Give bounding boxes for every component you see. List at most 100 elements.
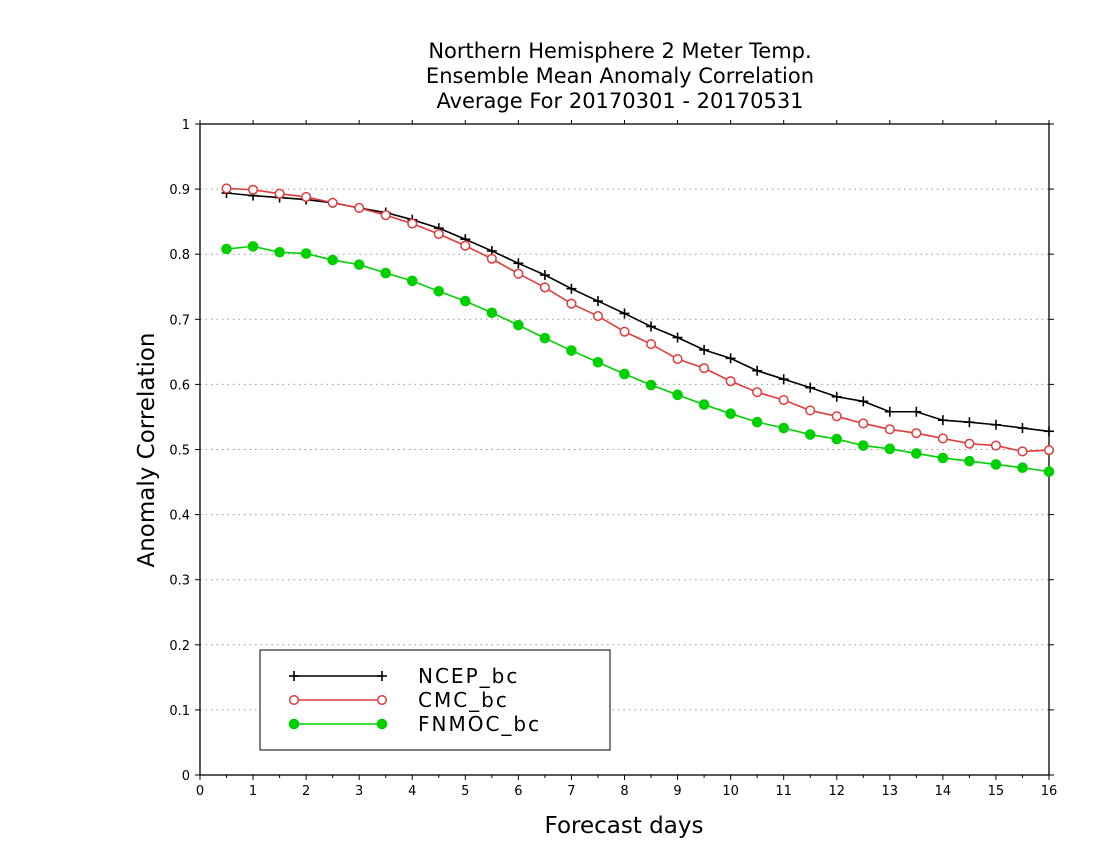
x-tick-label: 12 [828, 784, 845, 799]
data-point [380, 210, 391, 221]
data-point [486, 253, 497, 264]
data-point [486, 307, 498, 319]
y-tick-label: 0.4 [169, 509, 190, 524]
legend-item-NCEP_bc: NCEP_bc [289, 664, 519, 688]
y-tick-label: 0 [182, 769, 190, 784]
data-point [247, 241, 259, 252]
data-point [937, 452, 949, 464]
data-point [248, 184, 259, 195]
data-point [619, 326, 630, 337]
data-point [884, 443, 896, 455]
data-point [990, 419, 1001, 430]
x-tick-label: 9 [673, 784, 681, 799]
data-point [964, 438, 975, 449]
y-axis-label: Anomaly Correlation [134, 332, 160, 567]
data-point [672, 353, 683, 365]
y-tick-label: 0.1 [169, 704, 190, 719]
data-point [857, 440, 869, 451]
data-point [221, 183, 232, 194]
series-line [226, 245, 1050, 473]
data-point [566, 345, 577, 356]
data-point [1044, 426, 1054, 437]
data-point [725, 408, 736, 419]
data-point [1017, 462, 1028, 474]
data-point [752, 365, 763, 376]
legend-marker [288, 694, 300, 706]
data-point [751, 416, 763, 428]
title-line-3: Average For 20170301 - 20170531 [436, 89, 803, 113]
data-point [911, 428, 922, 439]
data-point [406, 275, 418, 287]
data-point [460, 240, 471, 251]
data-point [513, 258, 524, 269]
series-NCEP_bc [221, 188, 1054, 437]
data-point [513, 319, 524, 331]
data-point [698, 399, 710, 410]
x-tick-label: 5 [461, 784, 469, 799]
data-point [1017, 423, 1028, 434]
data-point [380, 267, 392, 279]
data-point [858, 418, 869, 429]
y-tick-label: 1 [182, 118, 190, 133]
data-point [858, 396, 869, 407]
x-tick-label: 2 [302, 784, 310, 799]
data-point [619, 308, 630, 319]
data-point [592, 296, 603, 307]
y-tick-label: 0.5 [169, 444, 190, 459]
data-point [539, 282, 550, 293]
y-tick-label: 0.8 [169, 248, 190, 263]
legend-label: NCEP_bc [418, 664, 519, 688]
data-point [433, 228, 444, 240]
data-point [884, 424, 895, 435]
data-point [221, 243, 232, 255]
x-tick-label: 13 [882, 784, 899, 799]
x-tick-label: 11 [775, 784, 792, 799]
data-point [354, 202, 365, 214]
data-point [778, 374, 789, 385]
legend-marker [289, 671, 299, 681]
data-point [327, 254, 338, 266]
data-point [300, 248, 312, 259]
data-point [619, 368, 630, 380]
data-point [911, 448, 922, 459]
data-point [699, 344, 710, 355]
x-tick-label: 3 [355, 784, 363, 799]
series-CMC_bc [221, 183, 1055, 457]
data-point [592, 356, 604, 368]
data-point [539, 332, 551, 344]
data-point [831, 433, 843, 445]
y-tick-label: 0.3 [169, 574, 190, 589]
x-tick-label: 6 [514, 784, 522, 799]
data-point [805, 382, 816, 393]
legend-marker [376, 718, 388, 730]
series-line [226, 192, 1050, 433]
data-point [752, 387, 763, 398]
title-line-2: Ensemble Mean Anomaly Correlation [426, 64, 814, 88]
data-point [407, 218, 418, 229]
data-point [884, 406, 895, 417]
data-point [433, 286, 445, 297]
series-lines [221, 183, 1055, 477]
data-point [353, 259, 365, 270]
y-tick-label: 0.9 [169, 183, 190, 198]
data-point [831, 391, 842, 402]
x-tick-label: 10 [722, 784, 739, 799]
x-tick-label: 15 [988, 784, 1005, 799]
data-point [1043, 445, 1055, 456]
data-point [460, 295, 471, 307]
y-tick-label: 0.7 [169, 313, 190, 328]
data-point [566, 298, 577, 309]
x-tick-label: 14 [935, 784, 952, 799]
data-point [672, 389, 683, 401]
x-tick-label: 1 [249, 784, 257, 799]
series-FNMOC_bc [221, 241, 1055, 477]
data-point [513, 268, 524, 279]
legend-item-FNMOC_bc: FNMOC_bc [288, 712, 539, 736]
data-point [804, 429, 816, 440]
data-point [725, 353, 736, 364]
data-point [725, 376, 736, 387]
x-tick-label: 0 [196, 784, 204, 799]
data-point [778, 422, 789, 434]
y-tick-label: 0.6 [169, 378, 190, 393]
